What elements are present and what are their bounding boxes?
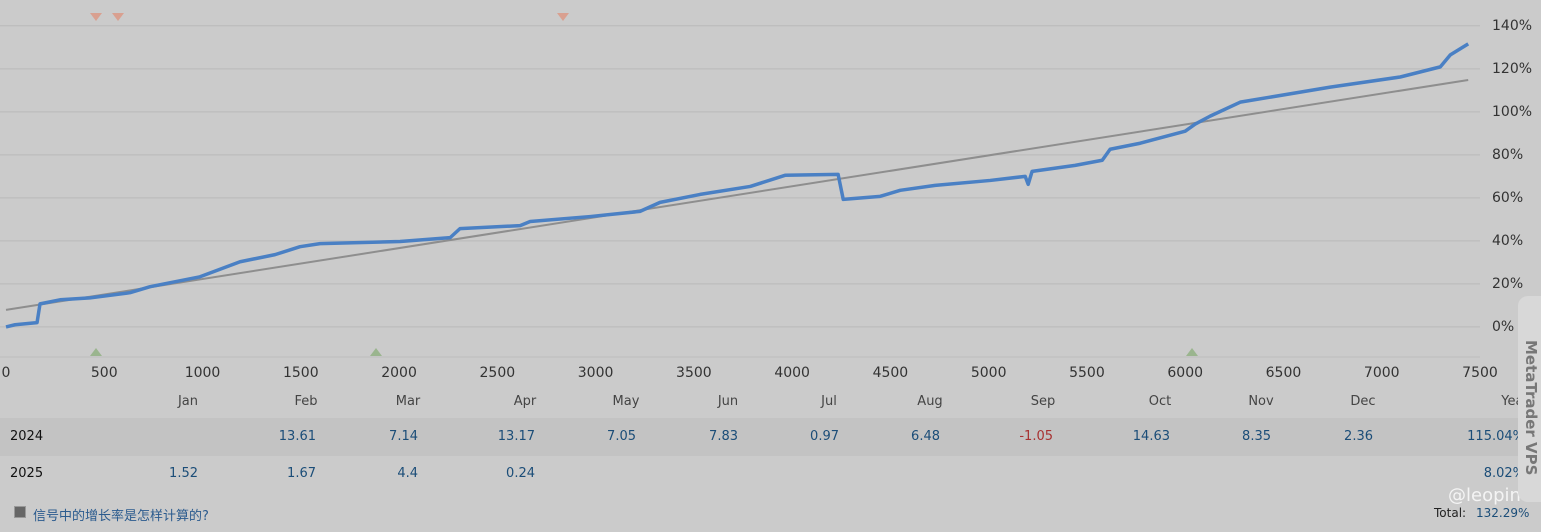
cell-value: 7.14 — [389, 429, 418, 444]
series-line — [5, 79, 1469, 311]
cell-value: 0.97 — [810, 429, 839, 444]
row-label: 2025 — [10, 466, 44, 481]
x-tick-label: 6000 — [1167, 365, 1203, 381]
column-header: Aug — [917, 394, 943, 409]
x-tick-label: 500 — [91, 365, 118, 381]
cell-value: 13.61 — [278, 429, 316, 444]
marker — [112, 13, 124, 21]
x-tick-label: 2000 — [381, 365, 417, 381]
x-tick-label: 1500 — [283, 365, 319, 381]
side-tab-label: MetaTrader VPS — [1522, 340, 1540, 476]
column-header: Apr — [513, 394, 537, 409]
column-header: Feb — [294, 394, 318, 409]
total-value: 132.29% — [1476, 506, 1530, 520]
x-tick-label: 5500 — [1069, 365, 1105, 381]
watermark: @leopin — [1448, 485, 1521, 506]
help-link[interactable]: 信号中的增长率是怎样计算的? — [33, 509, 209, 524]
column-header: Dec — [1350, 394, 1376, 409]
x-tick-label: 3000 — [578, 365, 614, 381]
column-header: Jan — [177, 394, 199, 409]
cell-value: 13.17 — [497, 429, 535, 444]
cell-value: 115.04% — [1467, 429, 1525, 444]
x-tick-label: 5000 — [971, 365, 1007, 381]
x-tick-label: 4500 — [873, 365, 909, 381]
cell-value: 14.63 — [1132, 429, 1170, 444]
cell-value: 0.24 — [506, 466, 535, 481]
column-header: Sep — [1030, 394, 1056, 409]
y-tick-label: 60% — [1492, 190, 1523, 206]
column-header: Mar — [395, 394, 421, 409]
cell-value: 7.83 — [709, 429, 738, 444]
side-tab[interactable]: MetaTrader VPS — [1518, 296, 1541, 502]
cell-value: 4.4 — [397, 466, 418, 481]
cell-value: 1.52 — [169, 466, 198, 481]
x-tick-label: 4000 — [774, 365, 810, 381]
x-tick-label: 2500 — [480, 365, 516, 381]
y-tick-label: 40% — [1492, 233, 1523, 249]
y-tick-label: 0% — [1492, 319, 1514, 335]
x-tick-label: 7000 — [1364, 365, 1400, 381]
cell-value: 8.02% — [1483, 466, 1525, 481]
cell-value: 8.35 — [1242, 429, 1271, 444]
y-tick-label: 20% — [1492, 276, 1523, 292]
marker — [90, 13, 102, 21]
marker — [1186, 348, 1198, 356]
column-header: Jul — [821, 394, 837, 409]
x-tick-label: 7500 — [1462, 365, 1498, 381]
x-tick-label: 0 — [2, 365, 11, 381]
cell-value: 7.05 — [607, 429, 636, 444]
y-tick-label: 80% — [1492, 147, 1523, 163]
chart: 0% 20% 40% 60% 80% 100% 120% 140% 0 500 1000 1500 20… — [0, 13, 1532, 381]
column-header: Oct — [1148, 394, 1172, 409]
y-tick-label: 120% — [1492, 61, 1532, 77]
row-label: 2024 — [10, 429, 44, 444]
cell-value: 6.48 — [911, 429, 940, 444]
y-tick-label: 100% — [1492, 104, 1532, 120]
row-band — [0, 418, 1541, 456]
cell-value: -1.05 — [1019, 429, 1053, 444]
x-tick-label: 6500 — [1266, 365, 1302, 381]
marker — [90, 348, 102, 356]
marker — [370, 348, 382, 356]
column-header: May — [612, 394, 640, 409]
marker — [557, 13, 569, 21]
x-tick-label: 1000 — [185, 365, 221, 381]
total-label: Total: — [1434, 506, 1467, 520]
icon — [14, 506, 26, 518]
cell-value: 2.36 — [1344, 429, 1373, 444]
x-tick-label: 3500 — [676, 365, 712, 381]
y-tick-label: 140% — [1492, 18, 1532, 34]
column-header: Jun — [717, 394, 739, 409]
series-line — [5, 42, 1470, 329]
column-header: Nov — [1248, 394, 1274, 409]
cell-value: 1.67 — [287, 466, 316, 481]
